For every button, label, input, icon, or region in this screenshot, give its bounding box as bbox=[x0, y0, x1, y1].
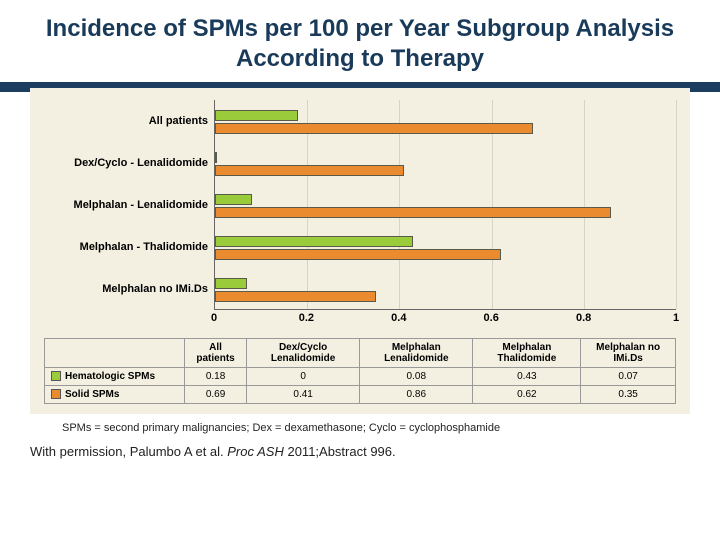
table-cell: 0.69 bbox=[185, 386, 247, 404]
bar-hematologic bbox=[215, 194, 252, 205]
row-label: Solid SPMs bbox=[45, 386, 185, 404]
x-axis: 0 0.2 0.4 0.6 0.8 1 bbox=[214, 310, 676, 328]
bar-group bbox=[215, 275, 676, 305]
x-tick-label: 0.6 bbox=[484, 312, 499, 324]
gridline bbox=[676, 100, 677, 309]
bar-group bbox=[215, 191, 676, 221]
table-header: Melphalan no IMi.Ds bbox=[581, 339, 676, 368]
table-header bbox=[45, 339, 185, 368]
citation-italic: Proc ASH bbox=[227, 444, 287, 459]
x-tick-label: 0.4 bbox=[391, 312, 406, 324]
bar-hematologic bbox=[215, 110, 298, 121]
x-tick-label: 0.8 bbox=[576, 312, 591, 324]
bar-hematologic bbox=[215, 278, 247, 289]
table-row: Hematologic SPMs0.1800.080.430.07 bbox=[45, 368, 676, 386]
legend-swatch bbox=[51, 389, 61, 399]
row-label: Hematologic SPMs bbox=[45, 368, 185, 386]
table-header: Melphalan Thalidomide bbox=[473, 339, 581, 368]
table-cell: 0.43 bbox=[473, 368, 581, 386]
data-table: All patientsDex/Cyclo LenalidomideMelpha… bbox=[44, 338, 676, 404]
y-label: All patients bbox=[44, 101, 208, 141]
table-header: All patients bbox=[185, 339, 247, 368]
table-cell: 0.35 bbox=[581, 386, 676, 404]
table-cell: 0.86 bbox=[360, 386, 473, 404]
chart-body: All patientsDex/Cyclo - LenalidomideMelp… bbox=[44, 100, 676, 310]
x-tick-label: 1 bbox=[673, 312, 679, 324]
citation-prefix: With permission, Palumbo A et al. bbox=[30, 444, 227, 459]
legend-swatch bbox=[51, 371, 61, 381]
table-cell: 0.08 bbox=[360, 368, 473, 386]
y-axis-labels: All patientsDex/Cyclo - LenalidomideMelp… bbox=[44, 100, 214, 310]
bar-group bbox=[215, 233, 676, 263]
citation: With permission, Palumbo A et al. Proc A… bbox=[30, 444, 690, 459]
bar-group bbox=[215, 149, 676, 179]
plot-area bbox=[214, 100, 676, 310]
table-cell: 0.41 bbox=[247, 386, 360, 404]
bar-solid bbox=[215, 165, 404, 176]
table-header: Dex/Cyclo Lenalidomide bbox=[247, 339, 360, 368]
footnote: SPMs = second primary malignancies; Dex … bbox=[62, 422, 678, 434]
bar-group bbox=[215, 107, 676, 137]
chart-panel: All patientsDex/Cyclo - LenalidomideMelp… bbox=[30, 88, 690, 414]
bar-solid bbox=[215, 207, 611, 218]
table-cell: 0 bbox=[247, 368, 360, 386]
table-header: Melphalan Lenalidomide bbox=[360, 339, 473, 368]
citation-suffix: 2011;Abstract 996. bbox=[287, 444, 395, 459]
bar-solid bbox=[215, 123, 533, 134]
x-tick-label: 0.2 bbox=[299, 312, 314, 324]
page-title: Incidence of SPMs per 100 per Year Subgr… bbox=[20, 14, 700, 74]
table-cell: 0.18 bbox=[185, 368, 247, 386]
bar-solid bbox=[215, 291, 376, 302]
title-block: Incidence of SPMs per 100 per Year Subgr… bbox=[0, 0, 720, 82]
bar-solid bbox=[215, 249, 501, 260]
y-label: Dex/Cyclo - Lenalidomide bbox=[44, 143, 208, 183]
y-label: Melphalan no IMi.Ds bbox=[44, 269, 208, 309]
table-cell: 0.62 bbox=[473, 386, 581, 404]
y-label: Melphalan - Lenalidomide bbox=[44, 185, 208, 225]
table-cell: 0.07 bbox=[581, 368, 676, 386]
y-label: Melphalan - Thalidomide bbox=[44, 227, 208, 267]
table-row: Solid SPMs0.690.410.860.620.35 bbox=[45, 386, 676, 404]
bar-hematologic bbox=[215, 152, 217, 163]
x-tick-label: 0 bbox=[211, 312, 217, 324]
bar-hematologic bbox=[215, 236, 413, 247]
